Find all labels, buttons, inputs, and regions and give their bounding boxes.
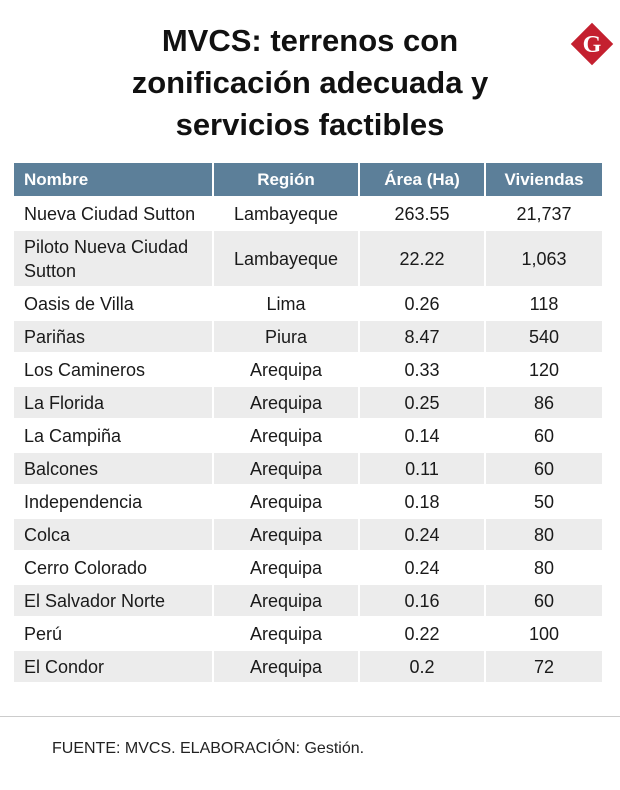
cell-region: Arequipa [214,387,358,420]
cell-nombre: Piloto Nueva Ciudad Sutton [14,231,212,288]
cell-area: 0.24 [360,519,484,552]
cell-area: 0.18 [360,486,484,519]
title-line-2: zonificación adecuada y [131,65,489,100]
data-table: Nombre Región Área (Ha) Viviendas Nueva … [12,163,604,684]
cell-area: 0.33 [360,354,484,387]
header-area: Área (Ha) [360,163,484,198]
cell-nombre: Pariñas [14,321,212,354]
cell-nombre: Balcones [14,453,212,486]
cell-region: Arequipa [214,519,358,552]
cell-viviendas: 1,063 [486,231,602,288]
cell-nombre: El Salvador Norte [14,585,212,618]
cell-nombre: La Campiña [14,420,212,453]
cell-nombre: Cerro Colorado [14,552,212,585]
cell-area: 0.26 [360,288,484,321]
cell-viviendas: 540 [486,321,602,354]
cell-viviendas: 86 [486,387,602,420]
cell-viviendas: 118 [486,288,602,321]
cell-nombre: Colca [14,519,212,552]
footer-divider [0,716,620,717]
table-row: El Salvador Norte Arequipa 0.16 60 [14,585,602,618]
cell-region: Arequipa [214,420,358,453]
cell-area: 0.16 [360,585,484,618]
cell-viviendas: 60 [486,585,602,618]
cell-region: Arequipa [214,453,358,486]
cell-region: Arequipa [214,585,358,618]
cell-viviendas: 60 [486,453,602,486]
header-nombre: Nombre [14,163,212,198]
table-row: Los Camineros Arequipa 0.33 120 [14,354,602,387]
table-row: Perú Arequipa 0.22 100 [14,618,602,651]
cell-viviendas: 100 [486,618,602,651]
title-line-3: servicios factibles [175,107,445,142]
cell-area: 0.25 [360,387,484,420]
table-row: Nueva Ciudad Sutton Lambayeque 263.55 21,73… [14,198,602,231]
table-row: Colca Arequipa 0.24 80 [14,519,602,552]
table-row: El Condor Arequipa 0.2 72 [14,651,602,684]
table-row: Cerro Colorado Arequipa 0.24 80 [14,552,602,585]
table-body: Nueva Ciudad Sutton Lambayeque 263.55 21,73… [14,198,602,684]
source-note: FUENTE: MVCS. ELABORACIÓN: Gestión. [52,740,365,757]
logo-letter: G [583,32,602,58]
cell-viviendas: 50 [486,486,602,519]
cell-viviendas: 80 [486,552,602,585]
cell-nombre: Independencia [14,486,212,519]
cell-nombre: Oasis de Villa [14,288,212,321]
cell-nombre: El Condor [14,651,212,684]
cell-area: 0.22 [360,618,484,651]
cell-region: Arequipa [214,651,358,684]
page-title: MVCS: terrenos con zonificación adecuada… [60,20,560,146]
cell-region: Piura [214,321,358,354]
table-header-row: Nombre Región Área (Ha) Viviendas [14,163,602,198]
cell-area: 0.24 [360,552,484,585]
cell-area: 0.14 [360,420,484,453]
cell-region: Arequipa [214,486,358,519]
cell-region: Arequipa [214,354,358,387]
cell-viviendas: 60 [486,420,602,453]
cell-area: 0.2 [360,651,484,684]
cell-region: Lambayeque [214,231,358,288]
cell-viviendas: 80 [486,519,602,552]
gestion-logo-icon: G [570,22,614,66]
cell-region: Arequipa [214,618,358,651]
cell-nombre: La Florida [14,387,212,420]
header-viviendas: Viviendas [486,163,602,198]
cell-nombre: Los Camineros [14,354,212,387]
table-row: Balcones Arequipa 0.11 60 [14,453,602,486]
cell-area: 8.47 [360,321,484,354]
table-row: Oasis de Villa Lima 0.26 118 [14,288,602,321]
cell-nombre: Nueva Ciudad Sutton [14,198,212,231]
cell-region: Lambayeque [214,198,358,231]
cell-nombre: Perú [14,618,212,651]
cell-area: 0.11 [360,453,484,486]
table-row: Pariñas Piura 8.47 540 [14,321,602,354]
table-row: Piloto Nueva Ciudad Sutton Lambayeque 22.2… [14,231,602,288]
cell-area: 263.55 [360,198,484,231]
cell-area: 22.22 [360,231,484,288]
title-line-1: MVCS: terrenos con [161,23,459,58]
table-row: La Campiña Arequipa 0.14 60 [14,420,602,453]
cell-viviendas: 72 [486,651,602,684]
cell-region: Lima [214,288,358,321]
cell-viviendas: 21,737 [486,198,602,231]
cell-region: Arequipa [214,552,358,585]
table-row: Independencia Arequipa 0.18 50 [14,486,602,519]
table-row: La Florida Arequipa 0.25 86 [14,387,602,420]
cell-viviendas: 120 [486,354,602,387]
header-region: Región [214,163,358,198]
